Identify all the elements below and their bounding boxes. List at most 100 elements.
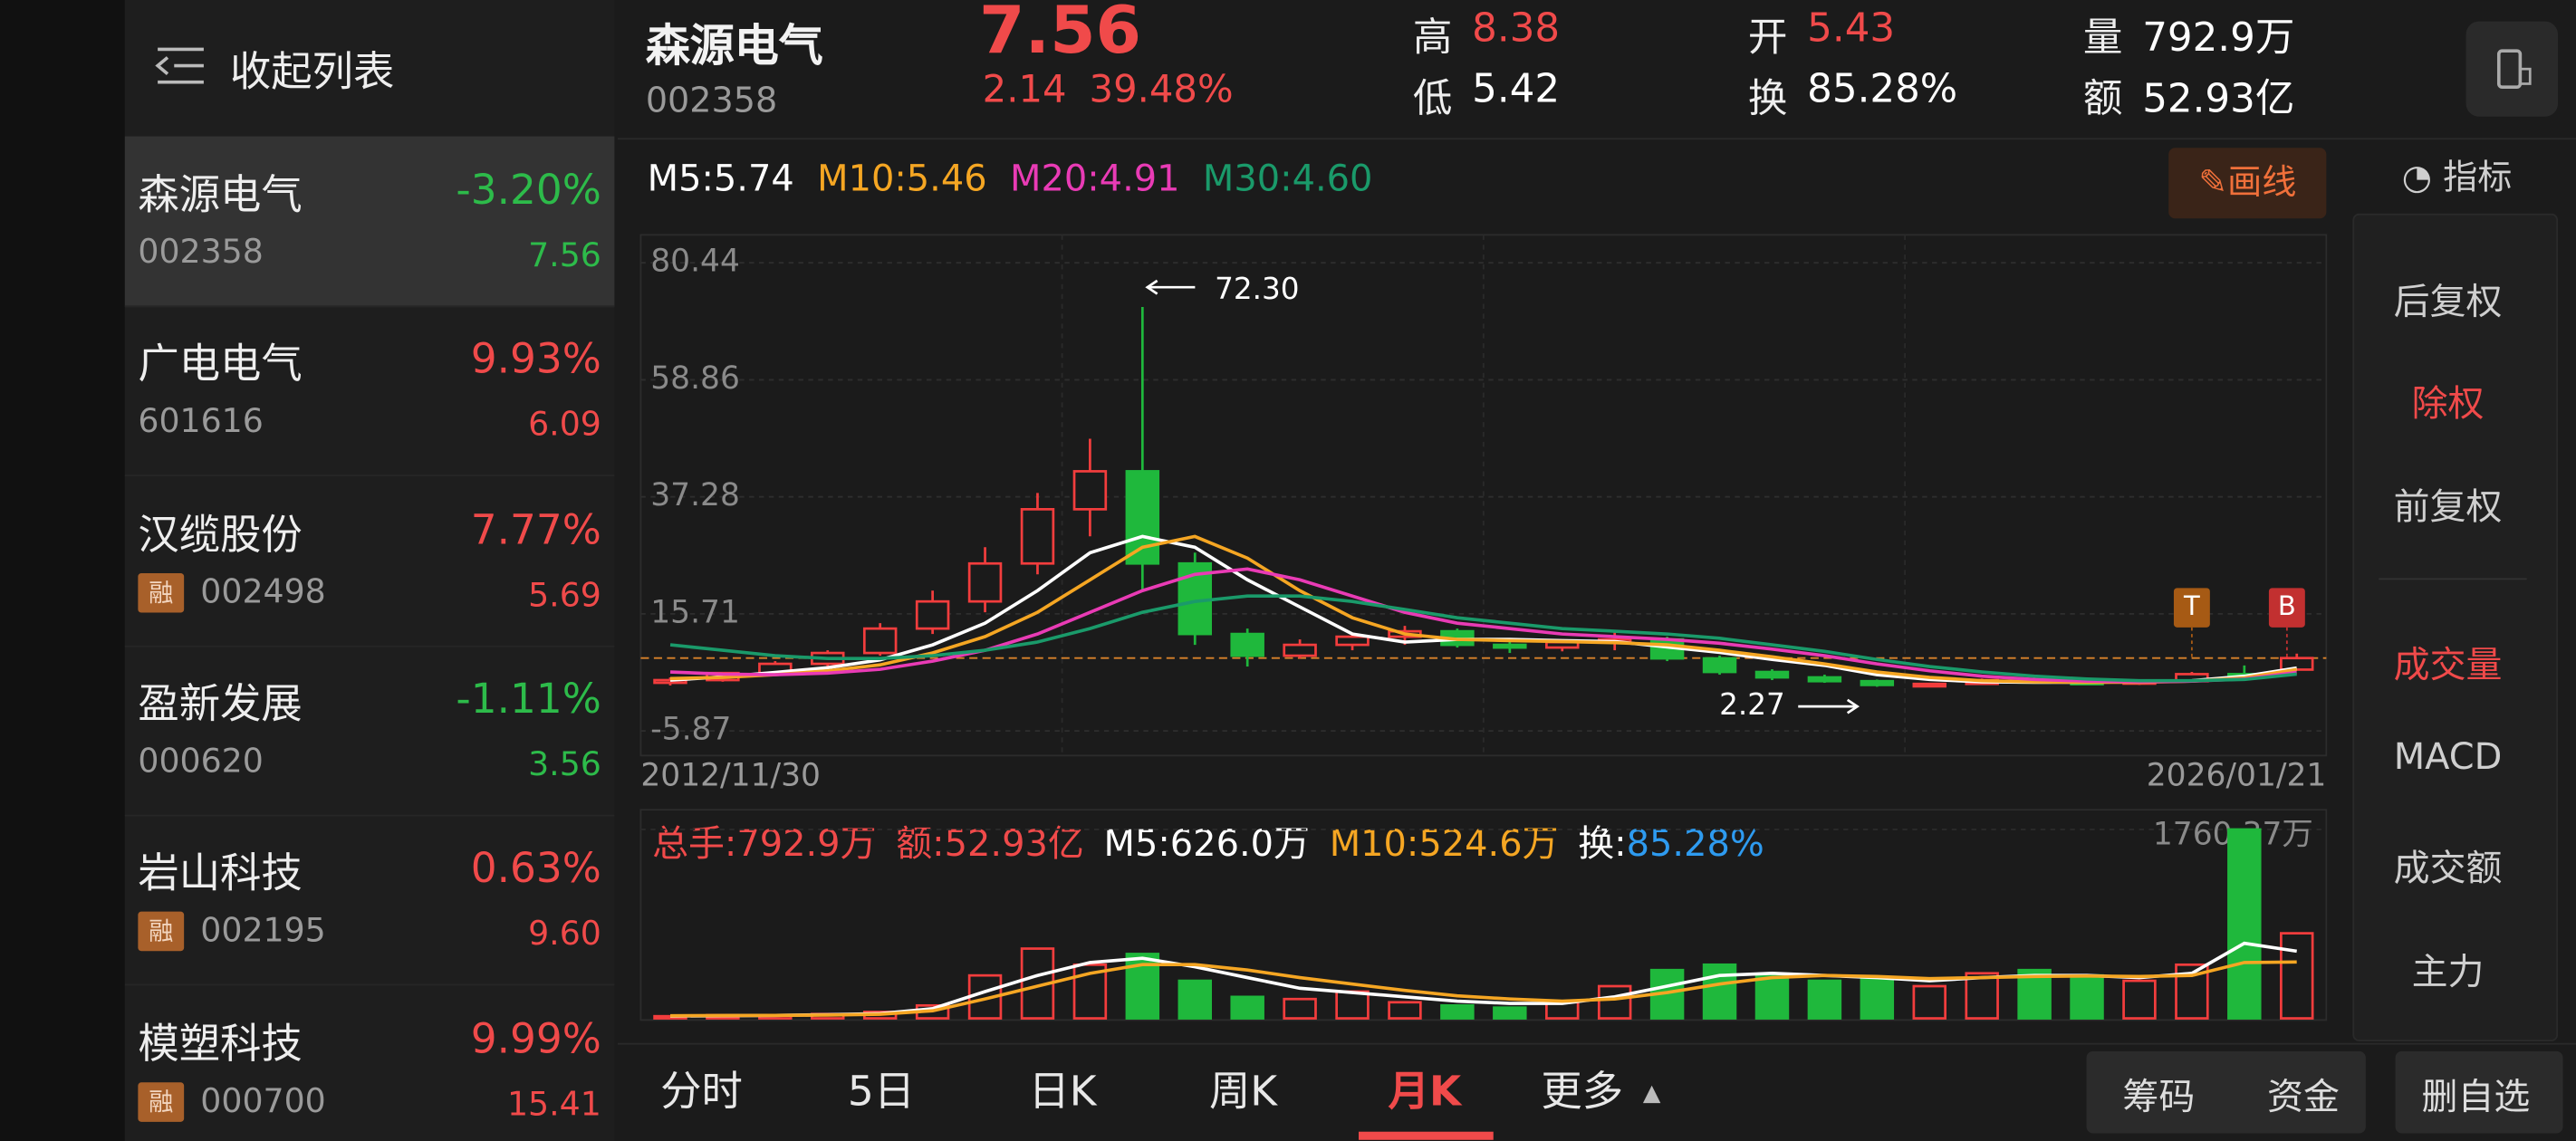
period-tab[interactable]: 日K [1028,1067,1097,1116]
item-tag: 融 [138,572,185,612]
marker-label: B [2278,590,2296,621]
stock-list-item[interactable]: 广电电气 9.93% 601616 6.09 [124,306,615,477]
candle-body [1860,679,1895,686]
item-change: 9.99% [470,1014,601,1062]
y-tick-label: 58.86 [650,360,740,397]
item-price: 3.56 [528,743,601,783]
tool-group [2086,1050,2366,1134]
item-price: 5.69 [528,574,601,614]
volume-bar [1388,1001,1422,1020]
volume-legend-item: 换: [1578,824,1627,866]
marker-box [2268,588,2305,628]
stock-list-item[interactable]: 森源电气 -3.20% 002358 7.56 [124,136,615,308]
remove-watch-button[interactable]: 删自选 [2421,1077,2531,1119]
candle-body [2280,657,2314,671]
x-tick-label: 2012/11/30 [640,757,821,793]
period-tab[interactable]: 周K [1208,1067,1278,1116]
last-price: 7.56 [979,0,1142,70]
volume-bar [1493,1006,1527,1020]
volume-bar [1807,979,1842,1020]
volume-bar [1702,963,1737,1020]
price-change-pct: 39.48% [1089,69,1234,112]
item-tag: 融 [138,1081,185,1121]
option[interactable]: 除权 [2411,384,2485,426]
stat-label: 换 [1747,75,1788,122]
volume-bar [1283,997,1317,1020]
item-price: 7.56 [528,235,601,274]
candle-body [1072,470,1108,511]
period-tab[interactable]: 分时 [660,1067,743,1116]
candle-body [1807,676,1842,683]
volume-bar [1965,972,1999,1020]
device-toggle[interactable] [2465,21,2559,117]
stat-label: 高 [1412,14,1453,62]
volume-frame [639,809,2328,1021]
candle-body [1020,507,1055,565]
collapse-glyph [155,47,204,84]
volume-bar [1860,976,1895,1020]
volume-bar [1230,995,1264,1020]
y-tick-label: 80.44 [650,244,740,280]
ma-line [669,567,2297,684]
item-code: 002498 [200,570,326,610]
indicator-title[interactable]: ◔ 指标 [2401,158,2513,197]
item-name: 森源电气 [138,170,303,219]
tab-bar [617,1042,2576,1141]
candle-body [1283,643,1317,657]
stat-value: 8.38 [1472,5,1561,52]
candle-body [1335,635,1370,647]
volume-bar [2280,932,2314,1020]
item-code: 002358 [138,231,264,272]
candle-body [1125,470,1160,565]
collapse-icon[interactable] [154,43,207,89]
item-name: 汉缆股份 [138,510,303,558]
marker-box [2173,588,2210,628]
item-name: 岩山科技 [138,849,303,897]
period-tab[interactable]: 更多 ▲ [1541,1067,1661,1116]
collapse-label[interactable]: 收起列表 [229,47,395,96]
ma-line [670,941,2297,1018]
stat-label: 开 [1747,14,1788,62]
price-change: 2.14 [982,69,1067,112]
indicator[interactable]: 成交额 [2393,849,2503,891]
indicator[interactable]: MACD [2393,737,2503,779]
item-name: 盈新发展 [138,679,303,728]
active-tab-underline [1359,1131,1494,1140]
item-change: -1.11% [456,675,601,723]
volume-bar [1335,990,1370,1020]
ma-line [669,594,2297,683]
candle-body [915,599,950,630]
left-strip [0,0,125,1141]
volume-legend-item: 85.28% [1626,824,1764,866]
stock-list-item[interactable]: 盈新发展 -1.11% 000620 3.56 [124,646,615,817]
y-tick-label: 15.71 [650,594,740,630]
indicator[interactable]: 主力 [2411,953,2485,994]
y-tick-label: -5.87 [650,712,731,748]
stock-list-item[interactable]: 模塑科技 9.99% 融 000700 15.41 [125,984,615,1141]
volume-legend-item: 总手:792.9万 [652,824,877,866]
period-tab[interactable]: 月K [1388,1067,1462,1116]
volume-legend: 总手:792.9万 额:52.93亿 M5:626.0万 M10:524.6万 换:85… [652,815,1783,868]
indicator[interactable]: 成交量 [2393,645,2503,687]
stock-code: 002358 [645,80,778,120]
option[interactable]: 前复权 [2393,487,2503,530]
volume-legend-item: M5:626.0万 [1103,824,1310,866]
ma-line [669,534,2297,685]
item-change: 7.77% [470,504,601,553]
period-tab[interactable]: 5日 [847,1067,916,1116]
item-change: -3.20% [456,166,601,214]
chip-button[interactable]: 筹码 [2122,1077,2196,1119]
candle-body [1177,561,1212,636]
option[interactable]: 后复权 [2393,282,2503,324]
volume-legend-item: M10:524.6万 [1329,824,1559,866]
stock-list-item[interactable]: 岩山科技 0.63% 融 002195 9.60 [124,815,615,986]
stock-list-item[interactable]: 汉缆股份 7.77% 融 002498 5.69 [124,475,615,647]
fund-button[interactable]: 资金 [2267,1077,2340,1119]
volume-bar [1440,1003,1475,1020]
annotation-arrowhead [1846,698,1860,714]
x-tick-label: 2026/01/21 [2147,757,2327,793]
volume-bar [1597,984,1632,1020]
draw-button[interactable]: ✎画线 [2168,148,2327,219]
volume-bar [1177,979,1212,1020]
